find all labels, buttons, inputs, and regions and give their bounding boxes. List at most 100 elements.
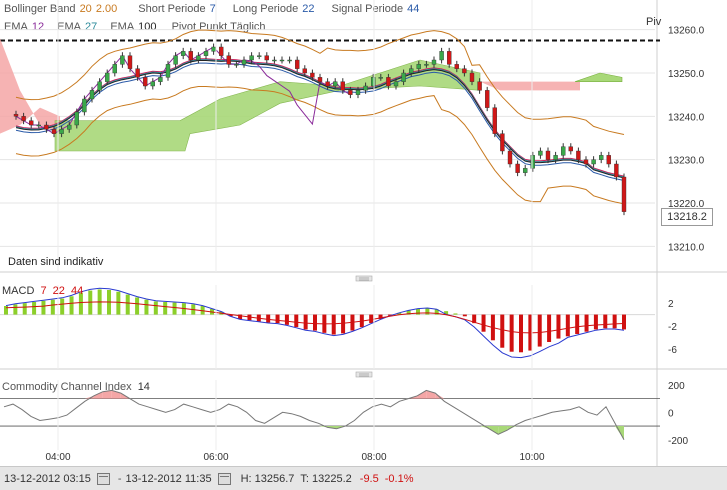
pivot-tag: Piv: [646, 16, 662, 28]
candle: [591, 159, 596, 165]
macd-bar: [622, 314, 626, 330]
macd-bar: [135, 297, 140, 315]
macd-bar: [50, 299, 55, 315]
macd-bar: [556, 314, 561, 339]
candle: [325, 81, 330, 87]
macd-bar: [593, 314, 598, 330]
macd-bar: [603, 314, 608, 329]
change-value: -9.5: [359, 472, 379, 485]
candle: [127, 55, 133, 69]
chart-area[interactable]: 13210.0 13220.0 13230.0 13240.0 13250.0 13260…: [0, 0, 727, 466]
macd-bar: [331, 314, 336, 335]
macd-param-2: 22: [52, 285, 65, 297]
cci-overbought-fill: [417, 390, 427, 399]
candle: [295, 59, 300, 69]
x-axis: 04:00 06:00 08:00 10:00: [45, 0, 545, 463]
candle: [211, 46, 216, 52]
candle: [333, 81, 338, 87]
candle: [51, 129, 57, 134]
macd-bar: [378, 314, 383, 320]
macd-bar: [78, 292, 83, 315]
macd-bar: [453, 313, 458, 315]
macd-bar: [509, 314, 514, 352]
candle: [439, 51, 444, 61]
cci-legend: Commodity Channel Index 14: [2, 381, 150, 393]
calendar-icon[interactable]: [217, 472, 231, 485]
candle: [13, 113, 19, 117]
candle: [234, 64, 239, 66]
candle: [158, 77, 163, 82]
candle: [279, 59, 285, 62]
y-tick-label: 0: [668, 408, 674, 419]
candle: [36, 124, 41, 127]
candle: [409, 68, 414, 74]
candle: [568, 146, 573, 152]
y-tick-label: 13210.0: [668, 242, 705, 253]
macd-bar: [116, 291, 121, 315]
y-tick-label: 13250.0: [668, 69, 705, 80]
candle: [424, 64, 429, 66]
macd-bar: [153, 301, 158, 315]
candle: [97, 81, 102, 91]
range-from: 13-12-2012 03:15: [4, 472, 91, 485]
candle: [203, 51, 209, 56]
short-period-value: 7: [209, 3, 216, 15]
candle: [462, 68, 467, 74]
candle: [401, 72, 406, 82]
candle: [416, 64, 421, 69]
candle: [188, 51, 194, 61]
macd-bar: [275, 314, 280, 324]
macd-bar: [565, 314, 570, 337]
cloud-red: [480, 81, 580, 91]
macd-bar: [238, 314, 243, 320]
macd-bar: [313, 314, 317, 331]
candle: [530, 155, 535, 169]
macd-bar: [547, 314, 552, 342]
low-value: T: 13225.2: [300, 472, 352, 485]
macd-bar: [228, 314, 233, 317]
candle: [469, 72, 475, 82]
candle: [393, 81, 399, 87]
macd-panel: 2 -2 -6: [0, 287, 677, 359]
candle: [29, 120, 34, 126]
long-period-value: 22: [302, 3, 315, 15]
cci-label: Commodity Channel Index: [2, 381, 132, 393]
cci-oversold-fill: [480, 426, 490, 429]
cci-overbought-fill: [435, 393, 445, 399]
legend-row-1: Bollinger Band 20 2.00 Short Periode 7 Long…: [4, 3, 423, 15]
macd-bar: [537, 314, 542, 347]
calendar-icon[interactable]: [96, 472, 110, 485]
candle: [614, 163, 619, 178]
panel-resize-handle-1[interactable]: [355, 275, 373, 282]
range-to: 13-12-2012 11:35: [125, 472, 212, 485]
ema-blue-line: [15, 62, 625, 181]
macd-bar: [266, 314, 271, 323]
y-tick-label: -6: [668, 345, 677, 356]
cci-oversold-fill: [489, 426, 499, 435]
y-tick-label: 13220.0: [668, 199, 705, 210]
candle: [104, 72, 110, 82]
candle: [317, 77, 323, 82]
x-tick-label: 04:00: [45, 452, 70, 463]
cci-overbought-fill: [84, 395, 94, 399]
candle: [112, 64, 118, 74]
candle: [340, 81, 345, 91]
cci-panel: 200 0 -200: [0, 381, 688, 447]
x-tick-label: 10:00: [519, 452, 544, 463]
macd-bar: [575, 314, 580, 334]
candle: [492, 107, 497, 134]
candle: [500, 133, 505, 152]
bb-param-2: 2.00: [95, 3, 118, 15]
cloud-green: [574, 72, 623, 82]
cci-overbought-fill: [111, 390, 121, 399]
macd-bar: [462, 314, 467, 317]
macd-bar: [472, 314, 477, 324]
candle: [82, 98, 87, 113]
panel-resize-handle-2[interactable]: [355, 371, 373, 378]
candle: [599, 155, 604, 160]
candle: [431, 59, 437, 65]
macd-bar: [416, 308, 420, 315]
candle: [218, 46, 224, 56]
candle: [621, 176, 627, 212]
candle: [515, 163, 520, 173]
